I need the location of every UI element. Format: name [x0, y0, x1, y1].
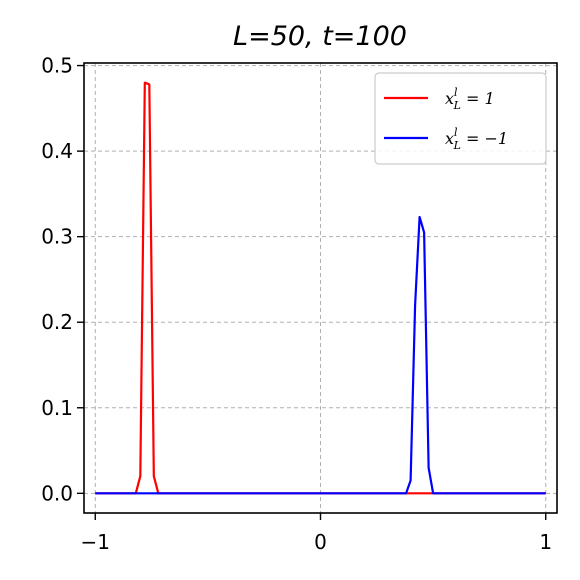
y-tick-label: 0.4	[41, 139, 73, 163]
y-tick-label: 0.1	[41, 396, 73, 420]
y-tick-label: 0.2	[41, 310, 73, 334]
legend: xl L = 1 xl L = −1	[374, 72, 547, 165]
series-layer	[95, 81, 546, 495]
series-line-2	[95, 215, 546, 495]
legend-box	[374, 72, 547, 165]
series-line-1	[95, 81, 546, 495]
legend-label-series-1: xl L = 1	[445, 86, 495, 112]
x-tick-label: 0	[314, 530, 327, 554]
chart-title: L=50, t=100	[233, 21, 407, 52]
x-tick-label: −1	[81, 530, 110, 554]
y-tick-label: 0.0	[41, 481, 73, 505]
legend-label-series-2: xl L = −1	[445, 126, 508, 152]
x-tick-label: 1	[539, 530, 552, 554]
axis-ticks: −1 0 1 0.0 0.1 0.2 0.3 0.4 0.5	[41, 54, 552, 554]
y-tick-label: 0.3	[41, 225, 73, 249]
y-tick-label: 0.5	[41, 54, 73, 78]
